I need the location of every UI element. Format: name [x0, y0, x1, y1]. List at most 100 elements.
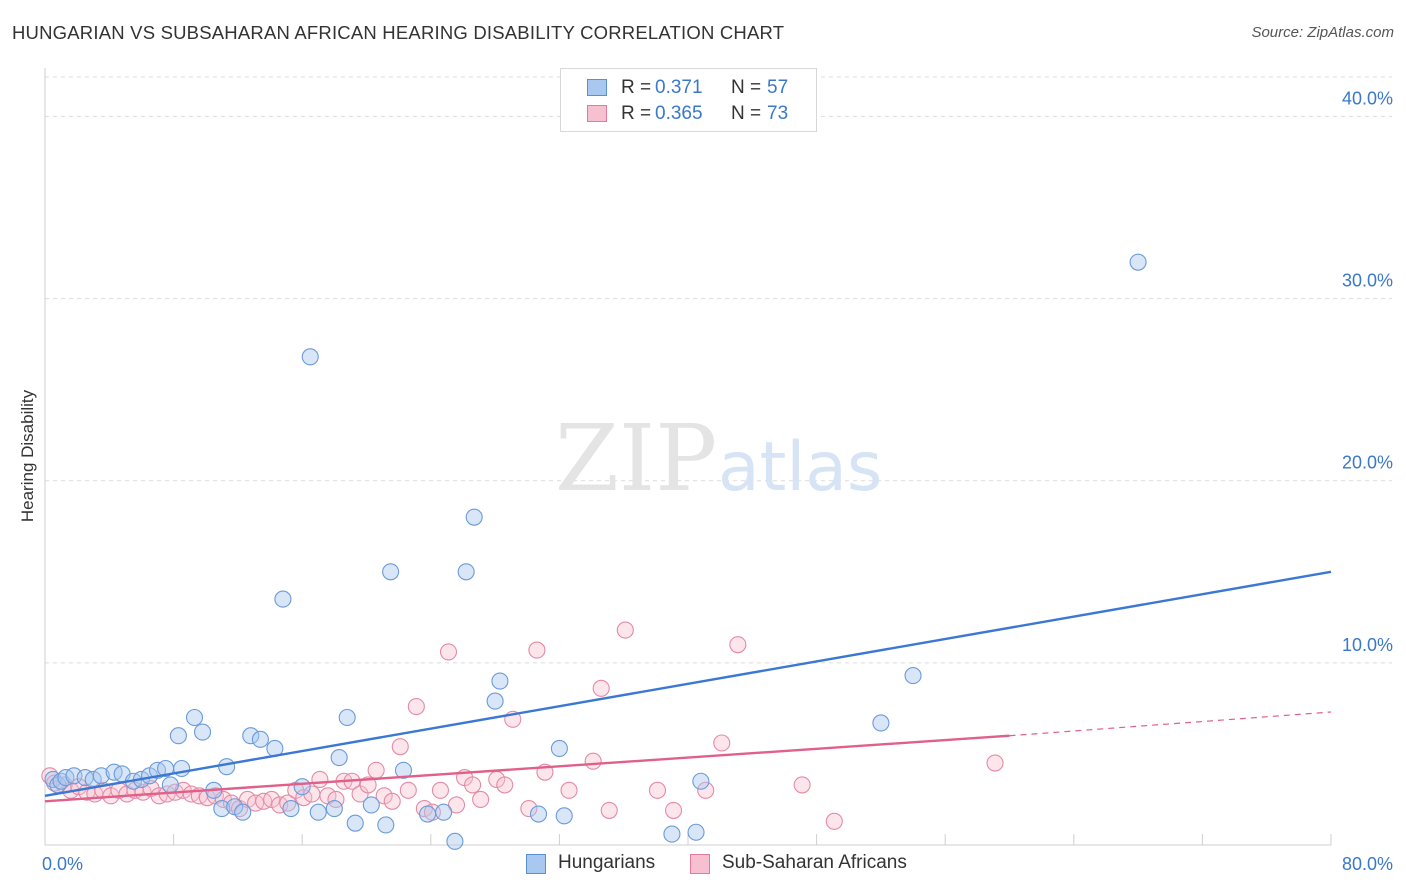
point-hungarians: [465, 508, 483, 526]
trend-line-subsaharan: [44, 734, 1010, 803]
legend-item-hungarians: Hungarians: [526, 852, 676, 876]
point-subsaharan: [520, 800, 538, 818]
point-hungarians: [362, 796, 380, 814]
point-subsaharan: [616, 621, 634, 639]
point-hungarians: [550, 739, 568, 758]
point-subsaharan: [311, 770, 329, 788]
legend-n-label: N =: [731, 103, 762, 124]
point-subsaharan: [793, 776, 811, 794]
point-hungarians: [234, 803, 252, 821]
legend-item-subsaharan: Sub-Saharan Africans: [690, 852, 930, 876]
watermark-atlas: atlas: [718, 428, 882, 507]
y-tick-label: 20.0%: [1342, 453, 1393, 473]
point-hungarians: [663, 825, 681, 843]
legend-n-value: 73: [767, 103, 789, 124]
point-hungarians: [309, 803, 327, 821]
point-subsaharan: [359, 776, 377, 794]
point-subsaharan: [528, 641, 546, 659]
legend-r-label: R =: [621, 103, 652, 124]
point-hungarians: [251, 730, 269, 748]
point-hungarians: [1129, 253, 1147, 271]
watermark-zip: ZIP: [555, 405, 717, 512]
point-hungarians: [419, 805, 437, 823]
point-subsaharan: [383, 792, 401, 810]
point-hungarians: [92, 767, 110, 785]
point-hungarians: [218, 758, 236, 776]
legend-label-subsaharan: Sub-Saharan Africans: [722, 852, 907, 873]
legend-swatch-hungarians: [526, 854, 546, 874]
point-subsaharan: [464, 776, 482, 794]
y-tick-label: 30.0%: [1342, 271, 1393, 291]
point-subsaharan: [415, 800, 433, 818]
point-hungarians: [491, 672, 509, 690]
point-subsaharan: [496, 776, 514, 794]
page-title: HUNGARIAN VS SUBSAHARAN AFRICAN HEARING …: [12, 22, 785, 43]
point-hungarians: [457, 563, 475, 581]
correlation-legend: R = 0.371 N = 57 R = 0.365 N = 73: [560, 68, 817, 132]
point-subsaharan: [407, 698, 425, 716]
data-points: [41, 253, 1147, 850]
point-subsaharan: [279, 794, 297, 812]
point-hungarians: [193, 723, 212, 741]
point-hungarians: [872, 714, 890, 732]
legend-swatch-subsaharan: [587, 105, 607, 122]
legend-n-value: 57: [767, 77, 789, 98]
legend-swatch-subsaharan: [690, 854, 710, 874]
point-hungarians: [394, 761, 413, 779]
point-subsaharan: [472, 790, 490, 809]
point-subsaharan: [399, 781, 417, 799]
x-tick-label: 80.0%: [1342, 854, 1393, 874]
point-hungarians: [904, 667, 922, 685]
point-hungarians: [161, 776, 179, 794]
legend-row-subsaharan: R = 0.365 N = 73: [587, 103, 807, 127]
legend-n-label: N =: [731, 77, 762, 98]
point-hungarians: [301, 348, 319, 366]
point-subsaharan: [560, 781, 578, 799]
point-hungarians: [529, 805, 548, 823]
point-subsaharan: [391, 738, 409, 756]
point-hungarians: [555, 807, 573, 825]
point-hungarians: [185, 708, 204, 727]
point-hungarians: [346, 814, 364, 832]
point-hungarians: [169, 727, 187, 745]
point-subsaharan: [729, 636, 747, 654]
grid-lines: [45, 76, 1392, 664]
point-subsaharan: [648, 781, 667, 799]
point-subsaharan: [825, 812, 843, 830]
point-subsaharan: [367, 761, 385, 779]
y-axis-label: Hearing Disability: [18, 389, 37, 522]
point-hungarians: [377, 816, 395, 834]
x-tick-label: 0.0%: [42, 854, 83, 874]
legend-r-value: 0.371: [655, 77, 703, 98]
point-hungarians: [446, 832, 464, 850]
point-subsaharan: [584, 752, 602, 770]
point-hungarians: [687, 823, 705, 841]
point-hungarians: [282, 800, 300, 818]
legend-swatch-hungarians: [587, 79, 607, 96]
tick-labels: 10.0% 20.0% 30.0% 40.0% 0.0% 80.0%: [42, 88, 1393, 874]
trend-line-subsaharan: [1009, 711, 1332, 737]
point-hungarians: [486, 692, 504, 710]
legend-r-value: 0.365: [655, 103, 703, 124]
axes: [44, 68, 1332, 846]
y-tick-label: 40.0%: [1342, 88, 1393, 108]
point-subsaharan: [697, 781, 715, 799]
point-subsaharan: [664, 801, 683, 819]
point-hungarians: [382, 563, 400, 581]
point-subsaharan: [986, 754, 1004, 772]
point-subsaharan: [295, 789, 313, 807]
point-hungarians: [338, 708, 356, 727]
point-subsaharan: [447, 796, 466, 814]
point-hungarians: [293, 778, 311, 796]
source-label: Source: ZipAtlas.com: [1251, 24, 1394, 41]
legend-row-hungarians: R = 0.371 N = 57: [587, 77, 807, 101]
point-subsaharan: [713, 734, 731, 752]
point-hungarians: [330, 749, 348, 767]
point-subsaharan: [600, 801, 618, 819]
y-tick-label: 10.0%: [1342, 635, 1393, 655]
trend-lines: [44, 570, 1332, 803]
point-subsaharan: [439, 643, 458, 661]
legend-label-hungarians: Hungarians: [558, 852, 656, 873]
point-hungarians: [213, 800, 231, 818]
